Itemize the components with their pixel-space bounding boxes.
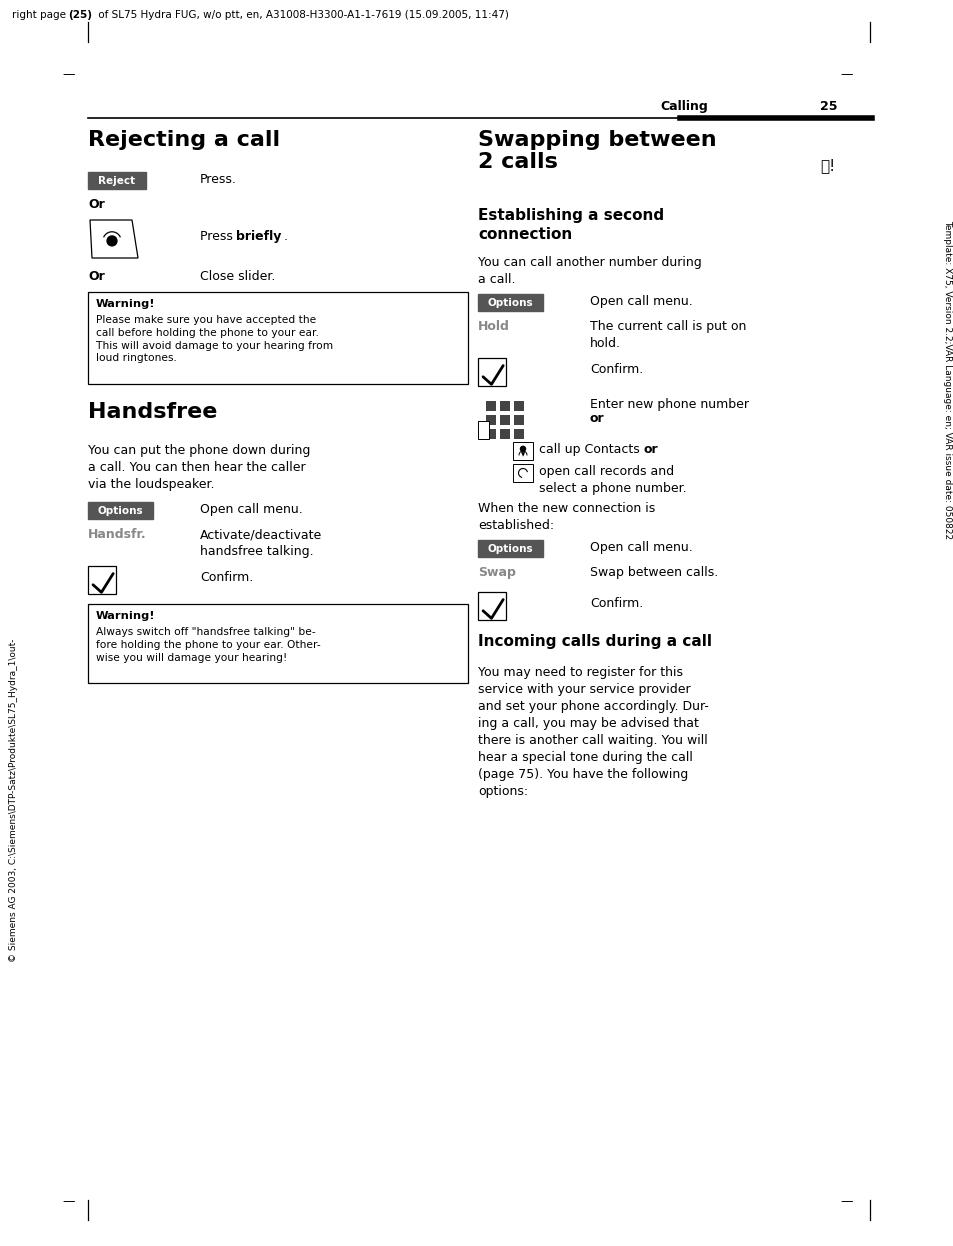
Text: Always switch off "handsfree talking" be-
fore holding the phone to your ear. Ot: Always switch off "handsfree talking" be… bbox=[96, 627, 320, 663]
Text: © Siemens AG 2003, C:\Siemens\DTP-Satz\Produkte\SL75_Hydra_1\out-: © Siemens AG 2003, C:\Siemens\DTP-Satz\P… bbox=[10, 638, 18, 962]
Text: Rejecting a call: Rejecting a call bbox=[88, 130, 280, 150]
Text: Options: Options bbox=[487, 298, 533, 308]
Text: Calling: Calling bbox=[659, 100, 707, 113]
Text: Confirm.: Confirm. bbox=[589, 363, 642, 376]
Text: call up Contacts: call up Contacts bbox=[538, 444, 643, 456]
Text: .: . bbox=[284, 231, 288, 243]
Text: Template: X75, Version 2.2;VAR Language: en; VAR issue date: 050822: Template: X75, Version 2.2;VAR Language:… bbox=[943, 221, 951, 540]
Text: Handsfree: Handsfree bbox=[88, 402, 217, 422]
Text: Hold: Hold bbox=[477, 320, 509, 333]
Text: Open call menu.: Open call menu. bbox=[200, 503, 302, 516]
Text: ⧉!: ⧉! bbox=[820, 158, 834, 173]
Bar bbox=[477, 421, 489, 439]
Text: ▼: ▼ bbox=[520, 452, 524, 457]
Text: Confirm.: Confirm. bbox=[589, 597, 642, 611]
Bar bbox=[513, 464, 533, 482]
Text: Enter new phone number: Enter new phone number bbox=[589, 397, 748, 411]
Text: right page: right page bbox=[12, 10, 70, 20]
Bar bbox=[499, 415, 510, 425]
Bar bbox=[88, 292, 468, 384]
Text: or: or bbox=[643, 444, 658, 456]
Circle shape bbox=[107, 235, 117, 245]
Text: Swapping between
2 calls: Swapping between 2 calls bbox=[477, 130, 716, 172]
Text: Establishing a second
connection: Establishing a second connection bbox=[477, 208, 663, 242]
Bar bbox=[485, 429, 496, 439]
Text: Or: Or bbox=[88, 198, 105, 211]
Text: Handsfr.: Handsfr. bbox=[88, 528, 147, 541]
Text: Warning!: Warning! bbox=[96, 299, 155, 309]
Text: Press: Press bbox=[200, 231, 236, 243]
Text: Incoming calls during a call: Incoming calls during a call bbox=[477, 634, 711, 649]
Bar bbox=[499, 401, 510, 411]
Bar bbox=[514, 429, 523, 439]
Text: You may need to register for this
service with your service provider
and set you: You may need to register for this servic… bbox=[477, 667, 708, 797]
Text: Options: Options bbox=[487, 543, 533, 553]
Text: Open call menu.: Open call menu. bbox=[589, 541, 692, 554]
Bar bbox=[499, 429, 510, 439]
Bar bbox=[88, 502, 152, 520]
Text: (25): (25) bbox=[68, 10, 91, 20]
Text: —: — bbox=[840, 1195, 852, 1209]
Bar bbox=[485, 401, 496, 411]
Text: Activate/deactivate
handsfree talking.: Activate/deactivate handsfree talking. bbox=[200, 528, 322, 558]
Polygon shape bbox=[90, 221, 138, 258]
Text: Reject: Reject bbox=[98, 176, 135, 186]
Bar bbox=[88, 566, 116, 594]
Bar bbox=[477, 358, 505, 386]
Bar bbox=[513, 442, 533, 460]
Bar bbox=[485, 415, 496, 425]
Circle shape bbox=[519, 446, 526, 452]
Text: briefly: briefly bbox=[235, 231, 281, 243]
Text: The current call is put on
hold.: The current call is put on hold. bbox=[589, 320, 745, 350]
Text: You can put the phone down during
a call. You can then hear the caller
via the l: You can put the phone down during a call… bbox=[88, 444, 310, 491]
Text: Please make sure you have accepted the
call before holding the phone to your ear: Please make sure you have accepted the c… bbox=[96, 315, 333, 364]
Bar bbox=[477, 592, 505, 621]
Text: Or: Or bbox=[88, 270, 105, 283]
Text: Swap: Swap bbox=[477, 566, 516, 579]
Text: Close slider.: Close slider. bbox=[200, 270, 275, 283]
Text: Confirm.: Confirm. bbox=[200, 571, 253, 584]
Text: —: — bbox=[62, 1195, 74, 1209]
Text: —: — bbox=[62, 69, 74, 81]
Text: 25: 25 bbox=[820, 100, 837, 113]
Text: You can call another number during
a call.: You can call another number during a cal… bbox=[477, 255, 701, 287]
Text: of SL75 Hydra FUG, w/o ptt, en, A31008-H3300-A1-1-7619 (15.09.2005, 11:47): of SL75 Hydra FUG, w/o ptt, en, A31008-H… bbox=[95, 10, 508, 20]
Text: open call records and
select a phone number.: open call records and select a phone num… bbox=[538, 465, 686, 495]
Bar bbox=[514, 401, 523, 411]
Text: Options: Options bbox=[97, 506, 143, 516]
Bar bbox=[88, 172, 146, 189]
Bar bbox=[514, 415, 523, 425]
Bar bbox=[477, 294, 542, 312]
Bar bbox=[477, 540, 542, 557]
Text: or: or bbox=[589, 412, 604, 425]
Text: Swap between calls.: Swap between calls. bbox=[589, 566, 718, 579]
Bar bbox=[88, 604, 468, 683]
Text: When the new connection is
established:: When the new connection is established: bbox=[477, 502, 655, 532]
Text: —: — bbox=[840, 69, 852, 81]
Text: Press.: Press. bbox=[200, 173, 236, 186]
Text: Warning!: Warning! bbox=[96, 611, 155, 621]
Text: Open call menu.: Open call menu. bbox=[589, 295, 692, 308]
